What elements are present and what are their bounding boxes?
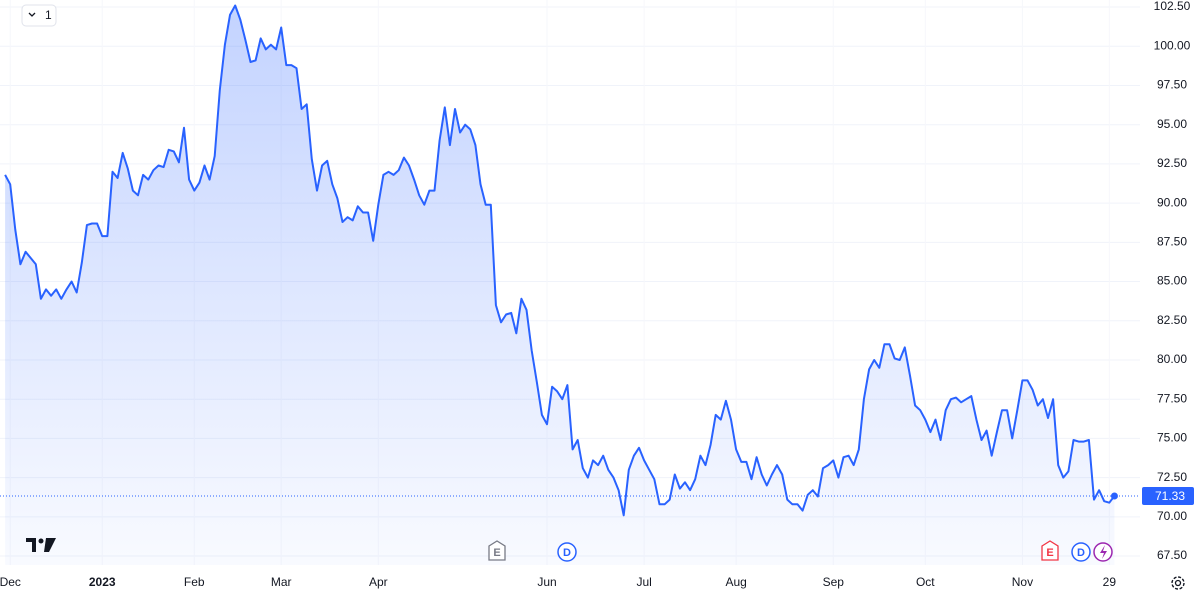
line (4, 4, 1116, 517)
price-label-box (1142, 486, 1194, 505)
x-tick-label: Dec (0, 575, 21, 589)
y-tick-label: 87.50 (1157, 235, 1187, 249)
dividend-label: D (1077, 547, 1085, 559)
x-tick-label: Jul (636, 575, 651, 589)
logo (26, 538, 56, 552)
y-tick-label: 92.50 (1157, 156, 1187, 170)
y-tick-label: 80.00 (1157, 352, 1187, 366)
interval-button[interactable] (21, 4, 57, 27)
x-tick-label: Oct (916, 575, 935, 589)
dividend-marker[interactable] (1071, 542, 1091, 562)
dividend-marker[interactable] (557, 542, 577, 562)
y-tick-label: 75.00 (1157, 431, 1187, 445)
earnings-label: E (493, 547, 500, 559)
y-tick-label: 97.50 (1157, 78, 1187, 92)
x-tick-label: Mar (271, 575, 292, 589)
x-tick-label: 29 (1103, 575, 1117, 589)
x-tick-label: Apr (369, 575, 388, 589)
x-tick-label: 2023 (89, 575, 116, 589)
x-tick-label: Aug (725, 575, 746, 589)
y-tick-label: 90.00 (1157, 195, 1187, 209)
interval-label: 1 (45, 8, 52, 22)
x-tick-label: Jun (537, 575, 556, 589)
y-tick-label: 95.00 (1157, 117, 1187, 131)
price-label: 71.33 (1155, 489, 1185, 503)
x-tick-label: Sep (823, 575, 845, 589)
x-tick-label: Feb (184, 575, 205, 589)
y-tick-label: 82.50 (1157, 313, 1187, 327)
y-tick-label: 100.00 (1154, 38, 1191, 52)
y-tick-label: 77.50 (1157, 391, 1187, 405)
lightning-icon (1100, 545, 1107, 559)
dividend-label: D (563, 547, 571, 559)
y-tick-label: 85.00 (1157, 274, 1187, 288)
y-tick-label: 67.50 (1157, 548, 1187, 562)
settings-button[interactable] (1171, 576, 1185, 590)
last-point (1110, 492, 1118, 500)
chevron-icon (28, 12, 36, 17)
earnings-marker[interactable] (488, 540, 506, 561)
earnings-marker[interactable] (1041, 540, 1059, 561)
y-tick-label: 72.50 (1157, 470, 1187, 484)
earnings-label: E (1046, 547, 1053, 559)
x-tick-label: Nov (1012, 575, 1033, 589)
area (5, 5, 1115, 565)
y-tick-label: 70.00 (1157, 509, 1187, 523)
y-tick-label: 102.50 (1154, 0, 1191, 13)
